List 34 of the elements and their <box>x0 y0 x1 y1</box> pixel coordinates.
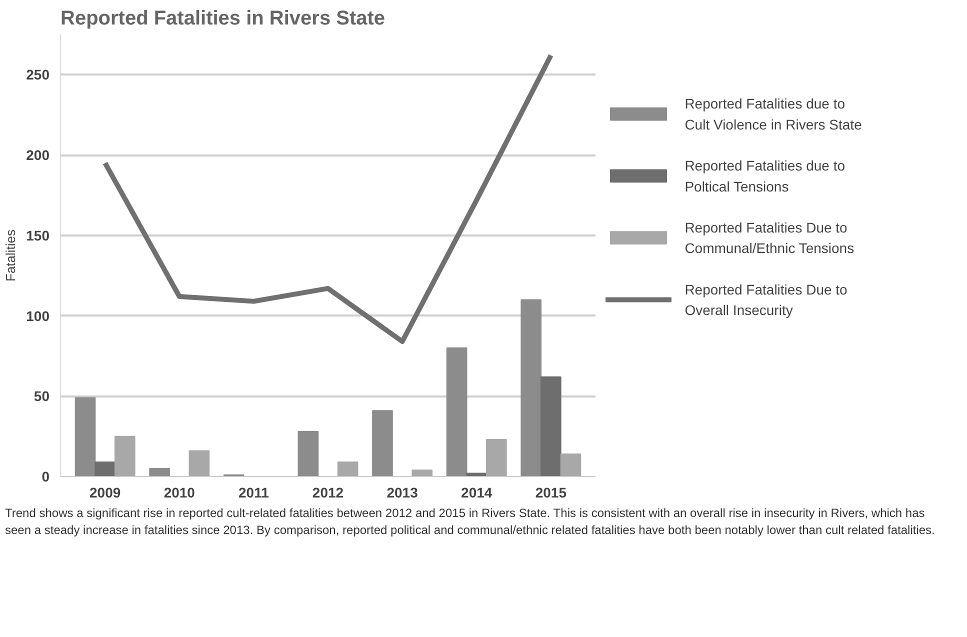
x-tick-label: 2012 <box>312 484 344 500</box>
bar <box>94 462 116 476</box>
bar <box>74 397 96 476</box>
y-axis-title: Fatalities <box>3 228 18 282</box>
y-tick-label: 200 <box>26 147 50 164</box>
legend-label: Reported Fatalities Due to Overall Insecurity <box>684 281 848 318</box>
legend-label: Reported Fatalities Due to Communal/Ethnic Tensions <box>684 219 854 256</box>
text: Trend shows a significant rise in reported cult-related fatalities between 2012 and 2015 in Rivers State. This is consistent with an overall rise in insecurity in Rivers, which has seen a steady increase in fatalities since 2013. By comparison, reported political and communal/ethnic related fatalities have both been notably lower than cult related fatalities. <box>5 505 936 540</box>
bar <box>520 299 542 476</box>
bar <box>540 376 562 476</box>
y-tick-label: 0 <box>42 468 50 484</box>
y-tick-label: 100 <box>26 308 50 324</box>
y-tick-label: 250 <box>26 66 50 83</box>
x-tick-label: 2014 <box>461 484 492 500</box>
legend-label: Reported Fatalities due to Poltical Tensions <box>684 158 846 194</box>
bar <box>337 462 358 476</box>
bar <box>486 439 507 476</box>
x-tick-label: 2009 <box>90 484 121 500</box>
bar <box>412 470 433 476</box>
bar <box>298 430 319 476</box>
x-tick-label: 2011 <box>238 484 270 500</box>
x-tick-label: 2015 <box>535 484 567 500</box>
y-tick-label: 50 <box>34 388 50 404</box>
bar <box>149 468 170 476</box>
bar <box>372 410 393 476</box>
legend-label: Reported Fatalities due to Cult Violence in Rivers State <box>684 96 862 132</box>
x-tick-label: 2010 <box>164 484 196 500</box>
bar <box>114 436 136 476</box>
bar <box>446 347 468 476</box>
bar <box>560 454 582 476</box>
bar <box>188 450 210 476</box>
x-tick-label: 2013 <box>386 484 418 500</box>
chart-title: Reported Fatalities in Rivers State <box>60 8 386 30</box>
y-tick-label: 150 <box>26 227 50 244</box>
